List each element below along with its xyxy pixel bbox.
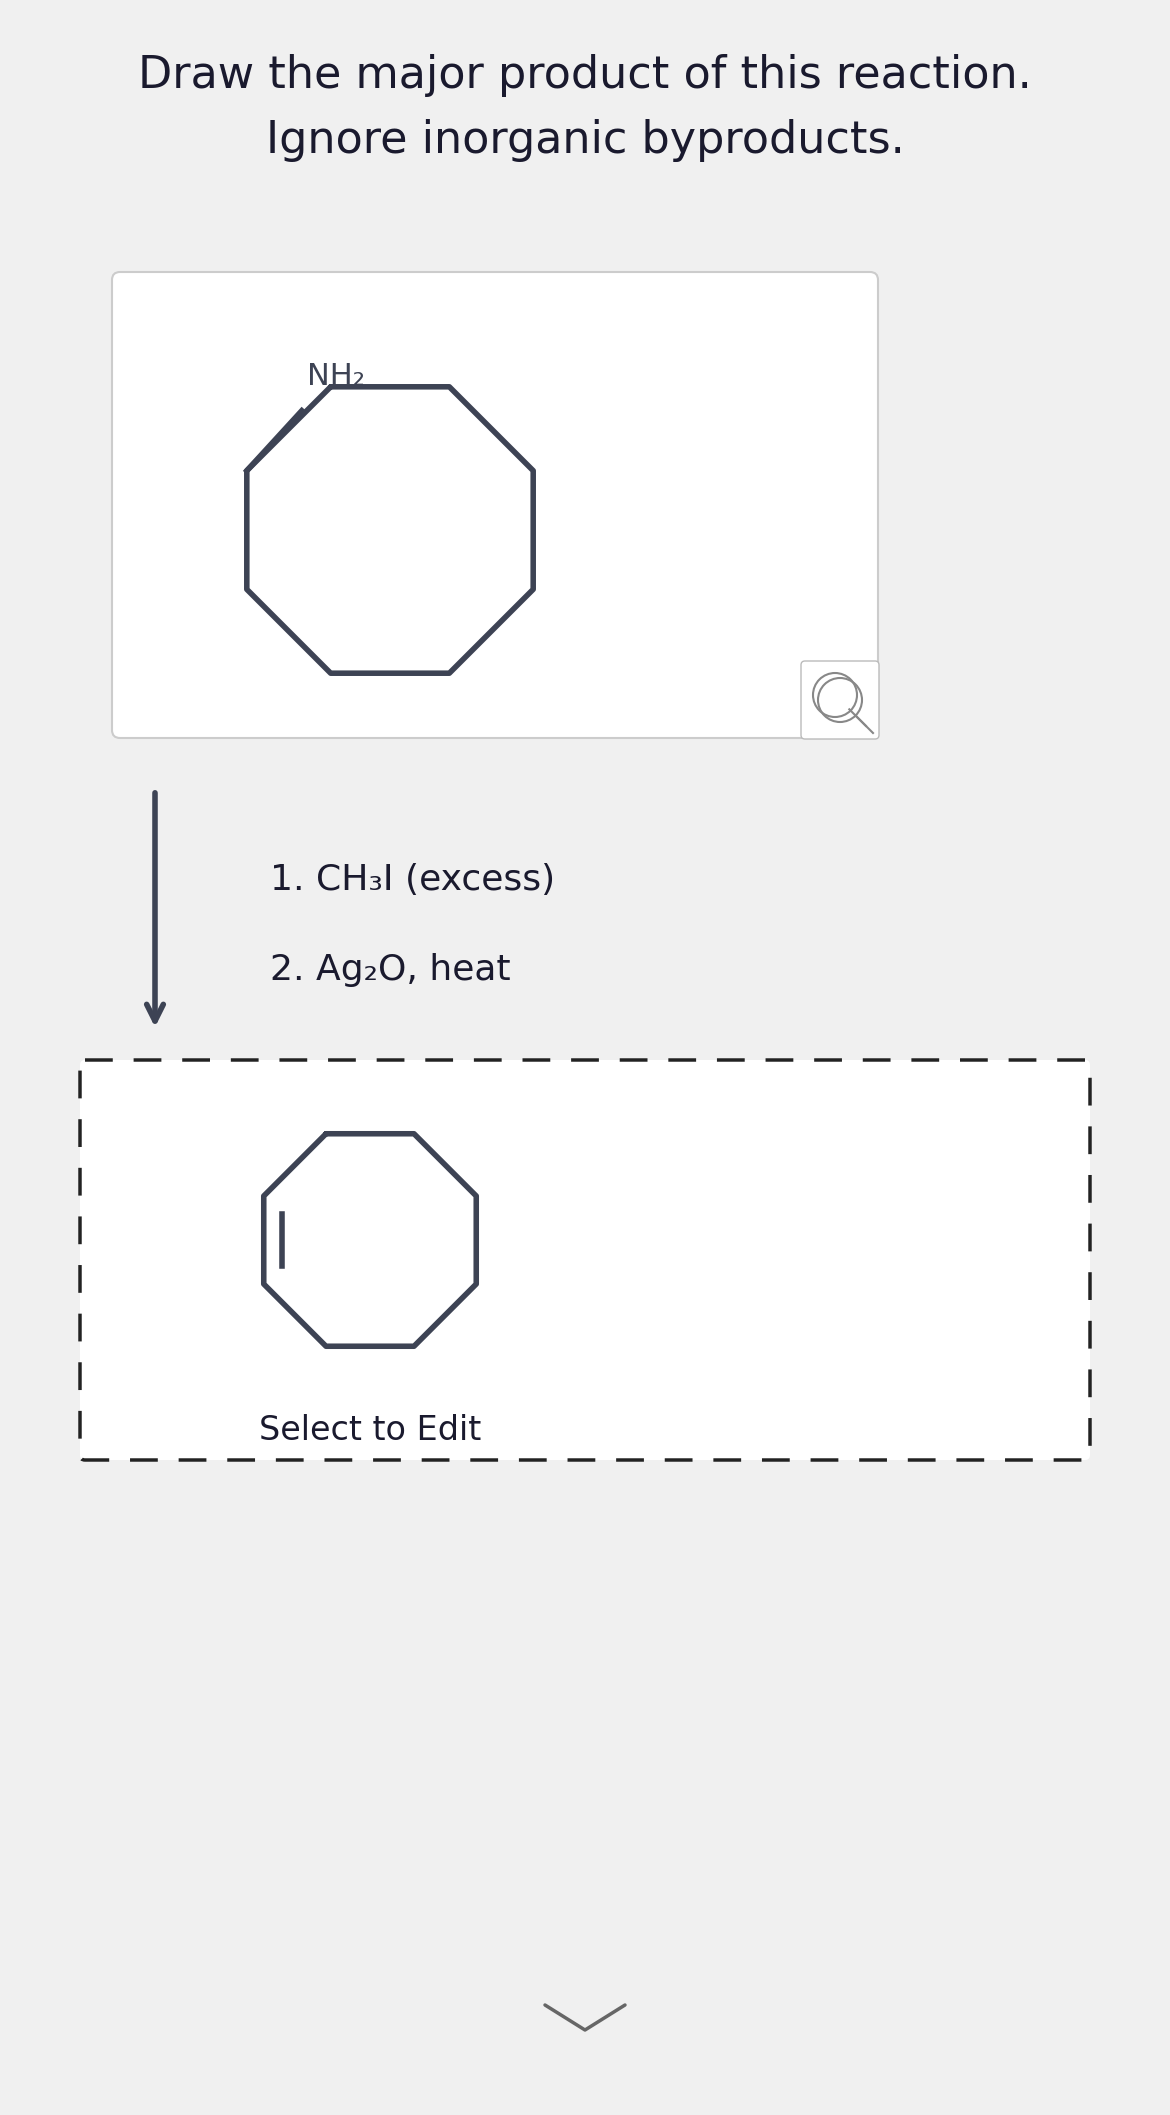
Text: NH₂: NH₂ [307, 362, 365, 391]
Text: Ignore inorganic byproducts.: Ignore inorganic byproducts. [266, 118, 904, 161]
FancyBboxPatch shape [801, 662, 879, 738]
Text: 1. CH₃I (excess): 1. CH₃I (excess) [270, 863, 555, 897]
Text: 2. Ag₂O, heat: 2. Ag₂O, heat [270, 954, 510, 988]
Text: Draw the major product of this reaction.: Draw the major product of this reaction. [138, 53, 1032, 97]
FancyBboxPatch shape [112, 273, 878, 738]
Text: Select to Edit: Select to Edit [259, 1413, 481, 1447]
FancyBboxPatch shape [80, 1060, 1090, 1459]
